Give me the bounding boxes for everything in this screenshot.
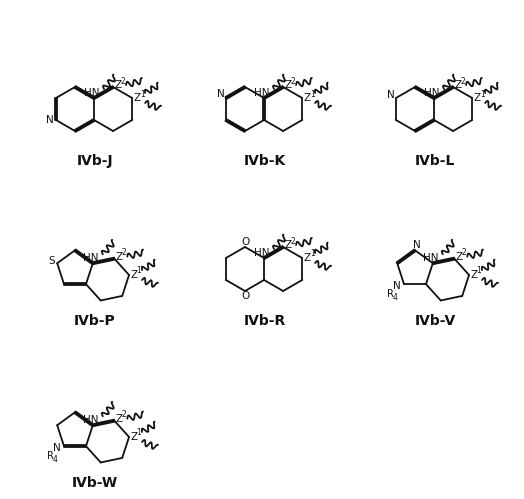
Text: Z: Z	[130, 270, 138, 280]
Text: Z: Z	[130, 432, 138, 442]
Text: R: R	[387, 289, 394, 299]
Text: S: S	[48, 256, 54, 266]
Text: 2: 2	[291, 76, 296, 85]
Text: Z: Z	[303, 93, 311, 103]
Text: HN: HN	[423, 253, 439, 263]
Text: 2: 2	[122, 248, 127, 257]
Text: 1: 1	[137, 266, 141, 275]
Text: HN: HN	[84, 88, 100, 98]
Text: 4: 4	[52, 455, 58, 464]
Text: 1: 1	[137, 429, 141, 438]
Text: HN: HN	[83, 415, 99, 425]
Text: HN: HN	[424, 88, 440, 98]
Text: 1: 1	[310, 250, 314, 258]
Text: 1: 1	[310, 89, 314, 98]
Text: N: N	[53, 443, 61, 453]
Text: O: O	[242, 237, 250, 247]
Text: 4: 4	[392, 292, 397, 301]
Text: IVb-L: IVb-L	[415, 154, 455, 168]
Text: Z: Z	[285, 240, 292, 250]
Text: N: N	[46, 115, 54, 125]
Text: 2: 2	[121, 76, 125, 85]
Text: Z: Z	[456, 251, 463, 261]
Text: 1: 1	[477, 266, 482, 275]
Text: Z: Z	[285, 80, 292, 90]
Text: N: N	[387, 90, 395, 100]
Text: IVb-V: IVb-V	[414, 314, 456, 328]
Text: IVb-P: IVb-P	[74, 314, 116, 328]
Text: N: N	[413, 241, 421, 250]
Text: Z: Z	[474, 93, 481, 103]
Text: Z: Z	[303, 253, 311, 263]
Text: 1: 1	[480, 89, 485, 98]
Text: N: N	[217, 89, 225, 99]
Text: Z: Z	[471, 270, 477, 280]
Text: IVb-J: IVb-J	[77, 154, 113, 168]
Text: Z: Z	[115, 80, 122, 90]
Text: 2: 2	[291, 237, 296, 246]
Text: O: O	[242, 291, 250, 301]
Text: Z: Z	[116, 251, 123, 261]
Text: HN: HN	[254, 88, 270, 98]
Text: Z: Z	[134, 93, 141, 103]
Text: Z: Z	[454, 80, 462, 90]
Text: IVb-K: IVb-K	[244, 154, 286, 168]
Text: IVb-R: IVb-R	[244, 314, 286, 328]
Text: HN: HN	[83, 253, 99, 263]
Text: N: N	[393, 281, 401, 291]
Text: R: R	[47, 451, 53, 461]
Text: IVb-W: IVb-W	[72, 476, 118, 490]
Text: Z: Z	[116, 414, 123, 424]
Text: HN: HN	[254, 248, 270, 258]
Text: 2: 2	[462, 248, 467, 257]
Text: 2: 2	[122, 410, 127, 419]
Text: 1: 1	[140, 89, 145, 98]
Text: 2: 2	[461, 76, 465, 85]
